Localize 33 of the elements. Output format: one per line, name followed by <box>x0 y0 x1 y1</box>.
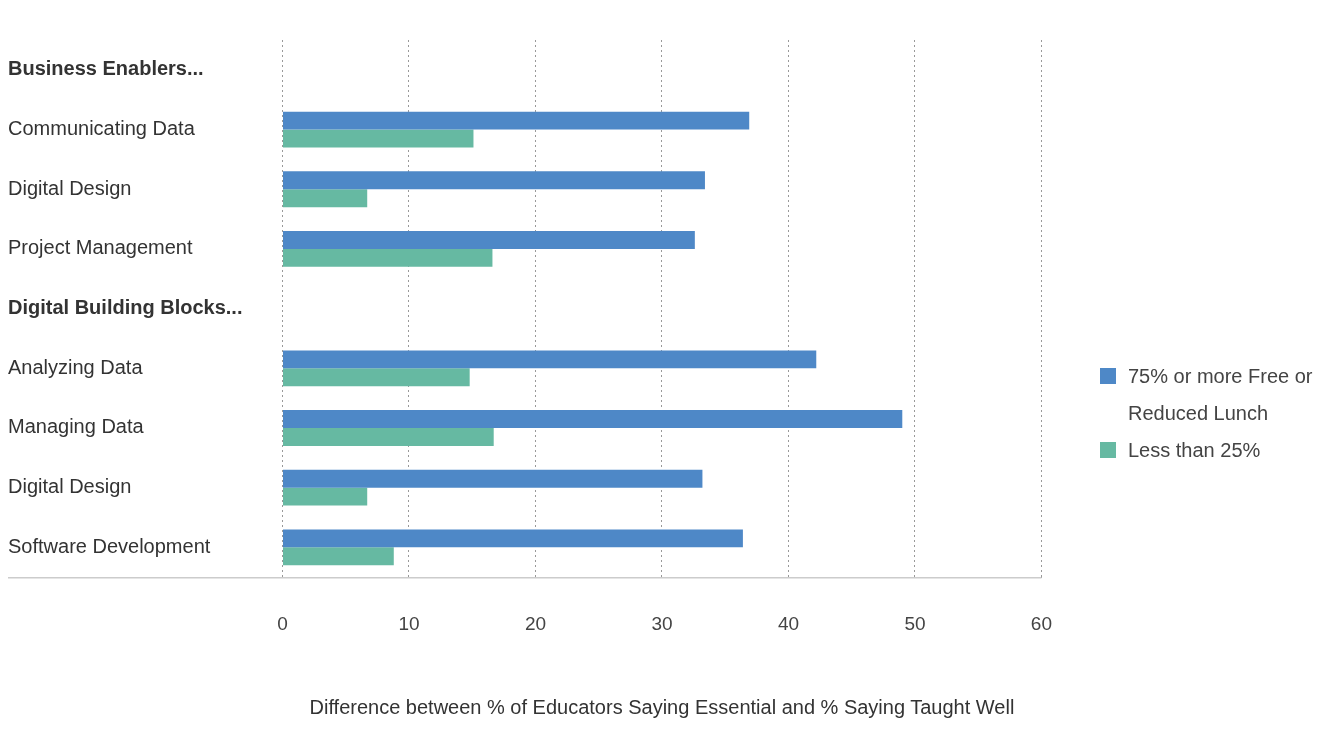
legend-label: Less than 25% <box>1128 437 1261 463</box>
x-tick-label: 20 <box>524 612 547 634</box>
x-axis-title: Difference between % of Educators Saying Essential and % Saying Taught Well <box>309 695 1015 718</box>
x-tick-label: 40 <box>777 612 800 634</box>
y-tick-label: Digital Design <box>8 475 132 498</box>
y-tick-label: Business Enablers... <box>8 57 204 80</box>
y-tick-label: Project Management <box>8 236 193 259</box>
y-tick-label: Analyzing Data <box>8 355 144 378</box>
bar <box>282 171 705 190</box>
bar <box>282 469 703 488</box>
bar <box>282 368 470 387</box>
bar <box>282 529 743 548</box>
y-tick-label: Digital Design <box>8 176 132 199</box>
y-tick-label: Managing Data <box>8 415 145 438</box>
bar <box>282 111 750 130</box>
bar <box>282 231 695 249</box>
bar <box>282 487 368 506</box>
y-tick-label: Digital Building Blocks... <box>8 296 243 319</box>
legend-label: 75% or more Free or Reduced Lunch <box>1128 363 1314 426</box>
bar <box>282 129 474 148</box>
bar <box>282 248 493 267</box>
x-tick-label: 50 <box>904 612 926 634</box>
bar <box>282 427 494 446</box>
bar <box>282 189 368 208</box>
x-tick-label: 30 <box>651 612 673 634</box>
bar <box>282 410 903 428</box>
y-tick-label: Software Development <box>8 534 211 557</box>
x-tick-label: 10 <box>398 612 420 634</box>
y-tick-label: Communicating Data <box>8 117 196 140</box>
bar <box>282 547 394 566</box>
x-tick-label: 60 <box>1030 612 1052 634</box>
bar <box>282 350 817 369</box>
x-tick-label: 0 <box>277 612 288 634</box>
